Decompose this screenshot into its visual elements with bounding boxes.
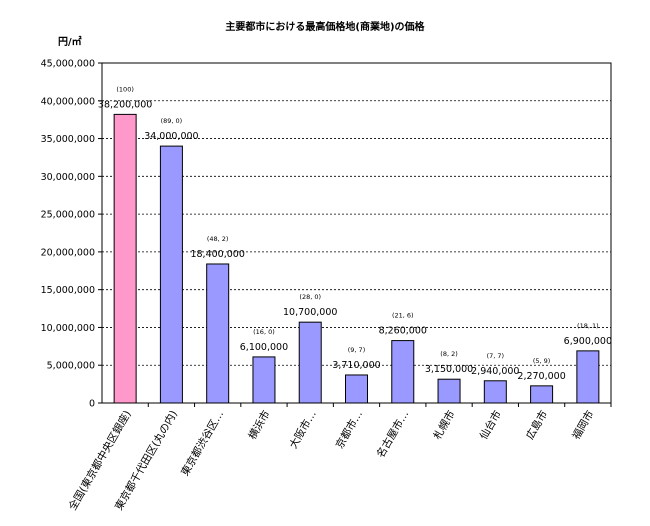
y-tick-label: 20,000,000 [41,247,95,258]
y-tick-label: 40,000,000 [41,96,95,107]
bar [437,378,461,404]
data-label: 6,100,000 [240,342,288,353]
bar [252,356,276,404]
index-label: (8, 2) [440,350,457,358]
bar [206,263,230,404]
x-tick-label: 広島市 [523,408,550,442]
x-tick-label: 大阪市… [287,408,319,451]
bar [345,374,368,404]
data-label: 3,710,000 [332,360,380,371]
index-label: (7, 7) [487,352,504,360]
bar [391,340,415,404]
data-label: 3,150,000 [425,364,473,375]
bar [530,385,554,404]
x-tick-label: 仙台市 [477,408,504,442]
index-label: (48, 2) [207,235,229,243]
x-tick-label: 京都市… [333,408,365,451]
x-tick-label: 札幌市 [431,408,458,442]
bar [298,321,322,404]
bar [159,145,183,404]
x-tick-label: 福岡市 [569,408,596,442]
y-tick-label: 10,000,000 [41,323,95,334]
index-label: (16, 0) [253,328,275,336]
data-label: 38,200,000 [98,99,152,110]
y-tick-label: 25,000,000 [41,210,95,221]
index-label: (5, 9) [533,357,550,365]
y-tick-label: 15,000,000 [41,285,95,296]
bar [113,113,137,404]
data-label: 2,940,000 [471,366,519,377]
y-tick-label: 30,000,000 [41,172,95,183]
index-label: (9, 7) [348,346,365,354]
x-tick-label: 東京都渋谷区… [178,408,226,478]
index-label: (89, 0) [161,117,183,125]
index-label: (18, 1) [577,322,599,330]
y-tick-label: 0 [89,399,95,410]
data-label: 2,270,000 [517,371,565,382]
y-tick-label: 35,000,000 [41,134,95,145]
x-tick-label: 横浜市 [246,408,273,442]
y-tick-label: 5,000,000 [47,361,95,372]
y-axis-unit-label: 円/㎡ [58,37,82,48]
data-label: 18,400,000 [190,249,244,260]
chart-title: 主要都市における最高価格地(商業地)の価格 [225,22,425,33]
data-label: 6,900,000 [564,336,612,347]
data-label: 8,260,000 [379,326,427,337]
x-tick-label: 名古屋市… [374,408,412,460]
index-label: (21, 6) [392,312,414,320]
y-tick-label: 45,000,000 [41,59,95,70]
index-label: (100) [116,85,133,93]
index-label: (28, 0) [299,293,321,301]
data-label: 10,700,000 [283,307,337,318]
bar [576,350,600,404]
data-label: 34,000,000 [144,131,198,142]
bar [483,380,507,404]
